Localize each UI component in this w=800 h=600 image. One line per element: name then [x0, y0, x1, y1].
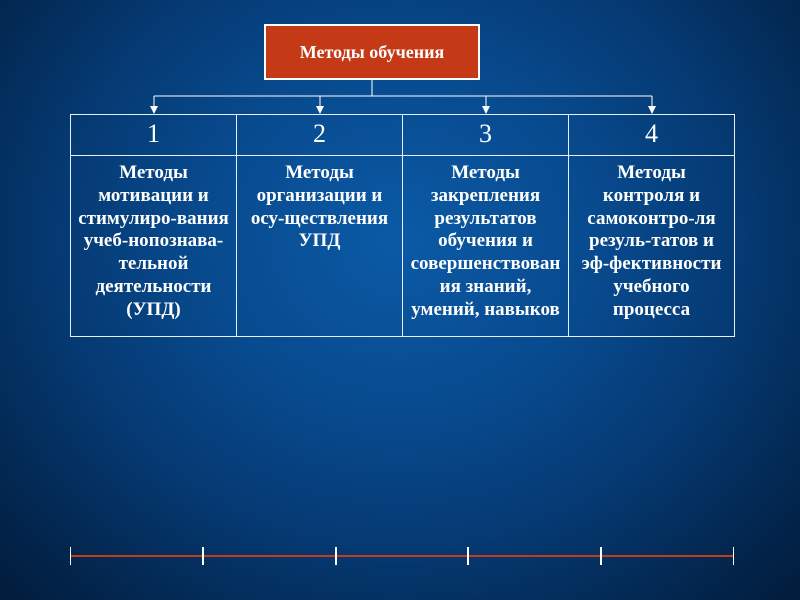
cell-1: Методы мотивации и стимулиро-вания учеб-…	[71, 156, 237, 337]
table-body-row: Методы мотивации и стимулиро-вания учеб-…	[71, 156, 735, 337]
table-header-row: 1 2 3 4	[71, 115, 735, 156]
methods-table: 1 2 3 4 Методы мотивации и стимулиро-ван…	[70, 114, 735, 337]
header-box: Методы обучения	[264, 24, 480, 80]
col-header-2: 2	[237, 115, 403, 156]
cell-2: Методы организации и осу-ществления УПД	[237, 156, 403, 337]
col-header-1: 1	[71, 115, 237, 156]
bottom-ruler	[70, 544, 734, 568]
cell-3: Методы закрепления результатов обучения …	[403, 156, 569, 337]
header-label: Методы обучения	[292, 42, 452, 63]
cell-4: Методы контроля и самоконтро-ля резуль-т…	[569, 156, 735, 337]
col-header-3: 3	[403, 115, 569, 156]
slide-stage: Методы обучения 1 2 3 4 Методы мотивации…	[0, 0, 800, 600]
col-header-4: 4	[569, 115, 735, 156]
